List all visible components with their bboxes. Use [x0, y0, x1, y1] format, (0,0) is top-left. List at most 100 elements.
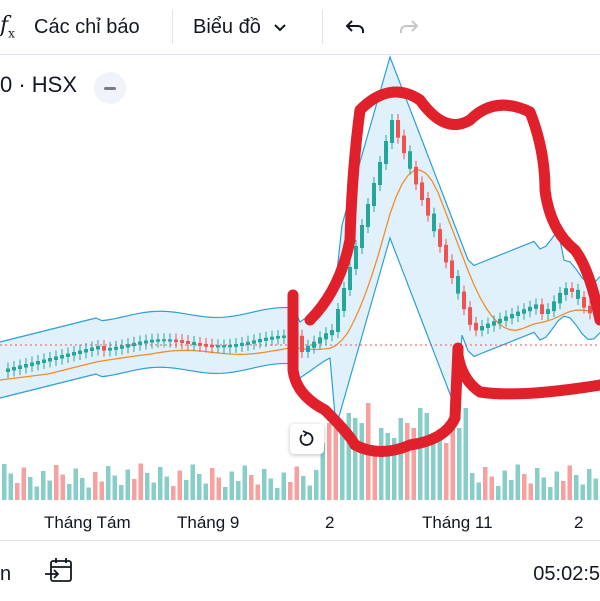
candle-body: [216, 345, 220, 348]
candle-body: [168, 339, 172, 342]
indicators-fx-icon[interactable]: fx: [0, 13, 15, 41]
candle-body: [24, 364, 28, 368]
volume-bar: [554, 471, 559, 500]
volume-bar: [151, 482, 156, 500]
volume-bar: [587, 469, 592, 500]
candle-body: [414, 166, 418, 185]
volume-bar: [535, 468, 540, 500]
volume-bar: [54, 465, 59, 500]
volume-bar: [28, 477, 33, 500]
redo-button[interactable]: [394, 12, 424, 42]
volume-bar: [119, 485, 124, 500]
candle-body: [228, 344, 232, 348]
candle-body: [6, 368, 10, 372]
chart-type-label: Biểu đồ: [193, 15, 261, 38]
volume-bar: [67, 484, 72, 500]
volume-bar: [145, 473, 150, 500]
clock-time: 05:02:5: [533, 563, 600, 585]
volume-bar: [99, 481, 104, 500]
volume-bar: [229, 471, 234, 500]
candle-body: [132, 342, 136, 347]
candle-body: [402, 135, 406, 154]
volume-bar: [190, 464, 195, 500]
candle-body: [240, 342, 244, 347]
candle-body: [480, 326, 484, 331]
volume-bar: [476, 482, 481, 500]
candle-body: [114, 346, 118, 350]
volume-bar: [418, 408, 423, 500]
volume-bar: [158, 467, 163, 500]
volume-bar: [8, 473, 13, 500]
volume-bar: [392, 438, 397, 500]
volume-bar: [125, 469, 130, 500]
volume-bar: [489, 476, 494, 500]
volume-bar: [424, 413, 429, 500]
candle-body: [330, 330, 334, 336]
volume-bar: [528, 483, 533, 500]
candle-body: [30, 362, 34, 366]
volume-bar: [203, 483, 208, 500]
volume-bar: [379, 428, 384, 500]
x-axis-label: 2: [574, 513, 584, 532]
calendar-goto-icon: [45, 558, 72, 582]
indicators-button[interactable]: Các chỉ báo: [34, 0, 140, 54]
candle-body: [396, 120, 400, 138]
volume-bar: [405, 423, 410, 500]
candle-body: [18, 365, 22, 369]
range-label[interactable]: n: [0, 563, 12, 585]
candle-body: [180, 340, 184, 343]
candle-body: [564, 288, 568, 295]
candle-body: [54, 356, 58, 360]
candle-body: [276, 335, 280, 339]
volume-bar: [574, 475, 579, 500]
candle-body: [156, 339, 160, 342]
goto-date-button[interactable]: [44, 557, 74, 590]
candle-body: [552, 301, 556, 312]
candle-body: [120, 345, 124, 349]
volume-bar: [509, 480, 514, 500]
volume-bar: [106, 466, 111, 500]
upper-band-line: [0, 55, 600, 343]
candle-body: [354, 246, 358, 269]
collapse-legend-button[interactable]: [94, 72, 126, 104]
volume-bar: [210, 468, 215, 500]
undo-button[interactable]: [340, 12, 370, 42]
candle-body: [570, 288, 574, 292]
volume-bar: [307, 485, 312, 500]
candle-body: [108, 347, 112, 351]
volume-bar: [548, 487, 553, 500]
volume-bar: [301, 476, 306, 500]
volume-bar: [223, 487, 228, 500]
volume-bar: [483, 467, 488, 500]
volume-bar: [294, 466, 299, 500]
candle-body: [60, 355, 64, 359]
volume-bar: [132, 479, 137, 500]
band-fill: [0, 57, 600, 427]
volume-bar: [470, 473, 475, 500]
candle-body: [426, 198, 430, 216]
candle-body: [90, 347, 94, 351]
indicators-label: Các chỉ báo: [34, 15, 140, 38]
candle-body: [336, 309, 340, 332]
price-chart[interactable]: [0, 54, 600, 509]
candle-body: [48, 358, 52, 362]
candle-body: [522, 309, 526, 314]
volume-bar: [515, 464, 520, 500]
volume-bar: [567, 465, 572, 500]
candle-body: [588, 305, 592, 314]
volume-bars: [2, 403, 598, 500]
volume-bar: [314, 470, 319, 500]
volume-bar: [522, 474, 527, 500]
reset-chart-button[interactable]: [290, 424, 324, 454]
volume-bar: [216, 477, 221, 500]
candle-body: [540, 304, 544, 314]
volume-bar: [112, 475, 117, 500]
candle-body: [306, 345, 310, 352]
candle-body: [546, 309, 550, 314]
x-axis-label: 2: [325, 513, 335, 532]
chart-type-button[interactable]: Biểu đồ: [193, 0, 291, 54]
candle-body: [138, 341, 142, 345]
candle-body: [558, 292, 562, 304]
volume-bar: [496, 486, 501, 500]
candle-body: [576, 289, 580, 299]
